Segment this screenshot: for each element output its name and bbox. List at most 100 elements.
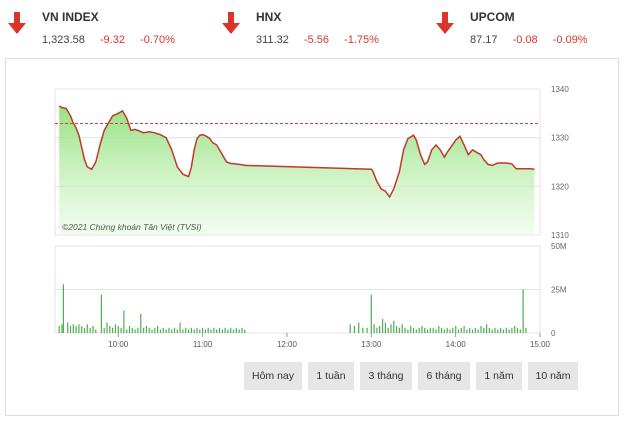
volume-bar [452,327,454,333]
volume-bar [112,327,114,333]
down-arrow-icon [8,12,26,34]
volume-bar [75,326,77,333]
volume-bar [78,324,80,333]
volume-bar [232,329,235,333]
volume-bar [182,329,184,333]
volume-bar [353,326,355,333]
volume-bar [376,327,378,333]
ticker-vnindex[interactable]: VN INDEX 1,323.58 -9.32 -0.70% [4,4,194,54]
volume-bar [216,329,218,333]
volume-bar [238,329,240,333]
volume-bar [362,327,364,333]
volume-bar [502,329,504,333]
ticker-hnx[interactable]: HNX 311.32 -5.56 -1.75% [218,4,414,54]
volume-bar [415,329,417,333]
volume-bar [165,329,167,333]
volume-bar [387,327,389,333]
volume-bar [185,327,187,333]
volume-bar [62,284,64,333]
copyright-text: ©2021 Chứng khoán Tân Việt (TVSI) [62,222,202,232]
volume-bar [193,329,195,333]
volume-bar [457,329,460,333]
volume-bar [204,329,206,333]
volume-bar [159,329,161,333]
volume-bar [483,327,485,333]
volume-bar [207,327,209,333]
time-tick-label: 15:00 [530,340,551,349]
price-tick-label: 1310 [551,231,569,240]
volume-bar [471,329,474,333]
volume-bar [244,329,246,333]
volume-bar [137,327,139,333]
volume-bar [366,327,368,333]
time-tick-label: 12:00 [277,340,298,349]
range-today-button[interactable]: Hôm nay [244,362,302,390]
ticker-percent: -0.09% [552,34,588,46]
volume-bar [188,329,190,333]
volume-bar [500,327,502,333]
volume-bar [441,327,443,333]
volume-bar [373,324,375,333]
ticker-name: VN INDEX [42,10,99,24]
volume-bar [218,327,221,333]
ticker-values: 1,323.58 -9.32 -0.70% [42,34,187,46]
price-tick-label: 1320 [551,182,569,191]
volume-bar [432,327,434,333]
volume-bar [196,327,198,333]
down-arrow-icon [436,12,454,34]
volume-bar [235,327,237,333]
range-1-year-button[interactable]: 1 năm [476,362,522,390]
volume-bar [176,329,178,333]
ticker-name: HNX [256,10,282,24]
volume-bar [412,327,415,333]
volume-bar [522,289,524,333]
range-6-months-button[interactable]: 6 tháng [418,362,470,390]
volume-bar [109,326,111,333]
volume-tick-label: 0 [551,329,556,338]
volume-bar [128,326,131,333]
ticker-values: 87.17 -0.08 -0.09% [470,34,600,46]
volume-grid [54,245,541,334]
range-10-years-button[interactable]: 10 năm [528,362,578,390]
volume-bar [227,329,229,333]
volume-bar [86,324,88,333]
volume-bar [393,320,395,333]
volume-bar [426,329,429,333]
volume-bar [477,329,479,333]
volume-bar [455,326,457,333]
volume-bar [404,327,406,333]
ticker-change: -9.32 [99,34,125,46]
ticker-upcom[interactable]: UPCOM 87.17 -0.08 -0.09% [432,4,622,54]
volume-bar [398,327,400,333]
ticker-values: 311.32 -5.56 -1.75% [256,34,391,46]
volume-bar [173,327,176,333]
volume-bar [438,326,440,333]
range-3-months-button[interactable]: 3 tháng [360,362,412,390]
volume-bar [514,326,516,333]
volume-bar [384,322,386,333]
volume-bar [69,326,72,333]
ticker-change: -5.56 [303,34,329,46]
volume-bar [370,294,372,333]
volume-bar [106,322,108,333]
price-tick-label: 1330 [551,134,569,143]
volume-bar [199,329,201,333]
volume-bar [100,294,102,333]
volume-bar [511,327,513,333]
volume-bar [505,327,507,333]
volume-bar [449,329,451,333]
volume-bar [131,327,133,333]
volume-axis: 0 25M 50M [551,242,567,338]
ticker-percent: -1.75% [344,34,379,46]
volume-bar [488,327,490,333]
volume-bar [494,327,496,333]
range-1-week-button[interactable]: 1 tuần [308,362,354,390]
volume-bar [418,327,420,333]
ticker-percent: -0.70% [140,34,175,46]
volume-bar [424,327,426,333]
volume-bar [148,327,150,333]
volume-bar [429,327,431,333]
volume-bar [443,329,445,333]
volume-bar [190,327,192,333]
